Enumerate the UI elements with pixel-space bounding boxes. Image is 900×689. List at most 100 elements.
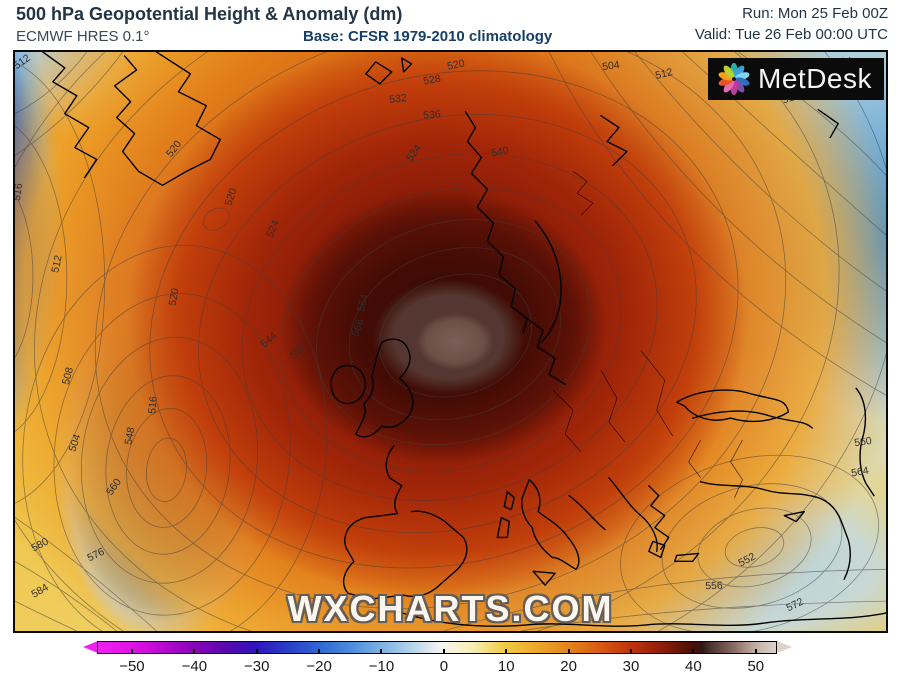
contour-label: 572 <box>784 595 806 615</box>
coast-canada <box>42 52 98 179</box>
contour-label: 540 <box>490 144 510 160</box>
coast-aegean <box>648 485 670 551</box>
colorbar-tick-mark <box>442 649 445 654</box>
coast-black-sea <box>676 389 790 423</box>
coast-levant <box>699 481 851 580</box>
colorbar-tick-label: 40 <box>685 658 702 675</box>
contour-label: 552 <box>736 550 758 570</box>
colorbar-tick-mark <box>505 649 508 654</box>
colorbar-tick-label: −50 <box>119 658 145 675</box>
contour-label: 532 <box>388 92 408 107</box>
coast-cyprus <box>783 510 805 523</box>
coast-crete <box>674 552 700 563</box>
colorbar-tick-label: −10 <box>368 658 395 675</box>
contour-label: 544 <box>258 329 280 351</box>
coast-uk <box>355 338 414 438</box>
contour-label: 584 <box>29 581 51 601</box>
colorbar-tick-mark <box>193 649 196 654</box>
contour-label: 580 <box>29 535 51 555</box>
contour-label: 528 <box>422 72 442 88</box>
coast-italy <box>521 479 580 571</box>
coast-peloponnese <box>648 540 666 559</box>
map-layers <box>15 52 886 631</box>
coast-norway <box>464 110 528 334</box>
colorbar-tick-mark <box>567 649 570 654</box>
coast-sardinia <box>496 516 510 539</box>
coast-baltic <box>526 317 566 385</box>
colorbar-tick-mark <box>630 649 633 654</box>
coast-adriatic <box>568 495 606 531</box>
colorbar-tick-label: 10 <box>497 658 515 675</box>
run-time-label: Run: Mon 25 Feb 00Z <box>742 5 888 22</box>
colorbar-tick-mark <box>255 649 258 654</box>
climatology-base-label: Base: CFSR 1979-2010 climatology <box>303 28 553 45</box>
coast-france-iberia <box>342 445 468 600</box>
colorbar-left-arrow <box>83 641 98 653</box>
wxcharts-watermark: WXCHARTS.COM <box>287 588 614 629</box>
colorbar-tick-label: −20 <box>306 658 332 675</box>
coast-balkans <box>608 477 658 553</box>
contour-label: 520 <box>222 187 240 208</box>
colorbar-tick-mark <box>318 649 321 654</box>
page-title: 500 hPa Geopotential Height & Anomaly (d… <box>16 4 403 24</box>
country-borders <box>552 171 743 498</box>
valid-time-label: Valid: Tue 26 Feb 00:00 UTC <box>694 26 888 43</box>
metdesk-logo: MetDesk <box>708 58 884 100</box>
contour-label: 512 <box>49 254 65 274</box>
coast-turkey-north <box>691 410 813 429</box>
coast-corsica <box>503 491 515 511</box>
contour-label: 504 <box>601 58 621 74</box>
coast-sicily <box>532 570 556 586</box>
map-canvas: 512 516 512 508 504 516 520 520 520 524 524 520 528 5… <box>13 50 888 633</box>
contour-label: 520 <box>163 138 184 160</box>
contour-label: 524 <box>403 142 424 164</box>
coast-north-africa <box>385 606 886 627</box>
contour-lines <box>15 52 886 631</box>
contour-label: 524 <box>263 218 282 240</box>
contour-label: 564 <box>354 292 371 313</box>
contour-label: 520 <box>445 57 466 73</box>
contour-label: 568 <box>349 317 367 338</box>
colorbar-tick-label: −40 <box>181 658 208 675</box>
colorbar-gradient <box>97 641 777 654</box>
contour-label: 552 <box>287 340 309 362</box>
contour-label: 560 <box>104 476 125 498</box>
coast-svalbard-2 <box>400 57 413 73</box>
contour-label: 512 <box>13 51 33 72</box>
contour-label: 556 <box>704 580 723 593</box>
contour-label: 548 <box>122 426 138 446</box>
contour-label: 516 <box>13 182 26 202</box>
contour-label: 512 <box>653 66 674 82</box>
colorbar-tick-mark <box>692 649 695 654</box>
colorbar-tick-mark <box>380 649 383 654</box>
metdesk-pinwheel-icon <box>718 62 750 96</box>
coastlines <box>42 52 886 627</box>
anomaly-colorbar: −50 −40 −30 −20 −10 0 10 20 30 40 50 <box>83 641 792 683</box>
colorbar-tick-label: −30 <box>243 658 270 675</box>
contour-label: 504 <box>66 432 84 454</box>
model-label: ECMWF HRES 0.1° <box>16 28 150 45</box>
colorbar-tick-label: 0 <box>439 658 449 675</box>
contour-label: 536 <box>422 107 442 122</box>
colorbar-tick-label: 20 <box>560 658 577 675</box>
coast-caspian <box>855 387 875 497</box>
coast-bothnia <box>534 220 562 344</box>
contour-label: 516 <box>146 395 161 415</box>
colorbar-tick-mark <box>754 649 757 654</box>
coast-ireland <box>330 364 367 405</box>
contour-label: 520 <box>166 287 182 308</box>
metdesk-logo-text: MetDesk <box>758 63 872 94</box>
contour-label: 508 <box>60 366 77 387</box>
contour-labels-layer: 512 516 512 508 504 516 520 520 520 524 524 520 528 5… <box>15 52 886 631</box>
contour-label: 560 <box>853 435 873 450</box>
coast-greenland <box>113 52 221 187</box>
coast-novaya-zemlya <box>817 109 839 139</box>
colorbar-tick-mark <box>130 649 133 654</box>
colorbar-tick-label: 50 <box>747 658 765 675</box>
contour-label: 564 <box>850 464 870 480</box>
coast-svalbard <box>365 61 393 85</box>
coast-white-sea <box>600 114 628 167</box>
colorbar-tick-label: 30 <box>622 658 640 675</box>
colorbar-right-arrow <box>777 641 792 653</box>
